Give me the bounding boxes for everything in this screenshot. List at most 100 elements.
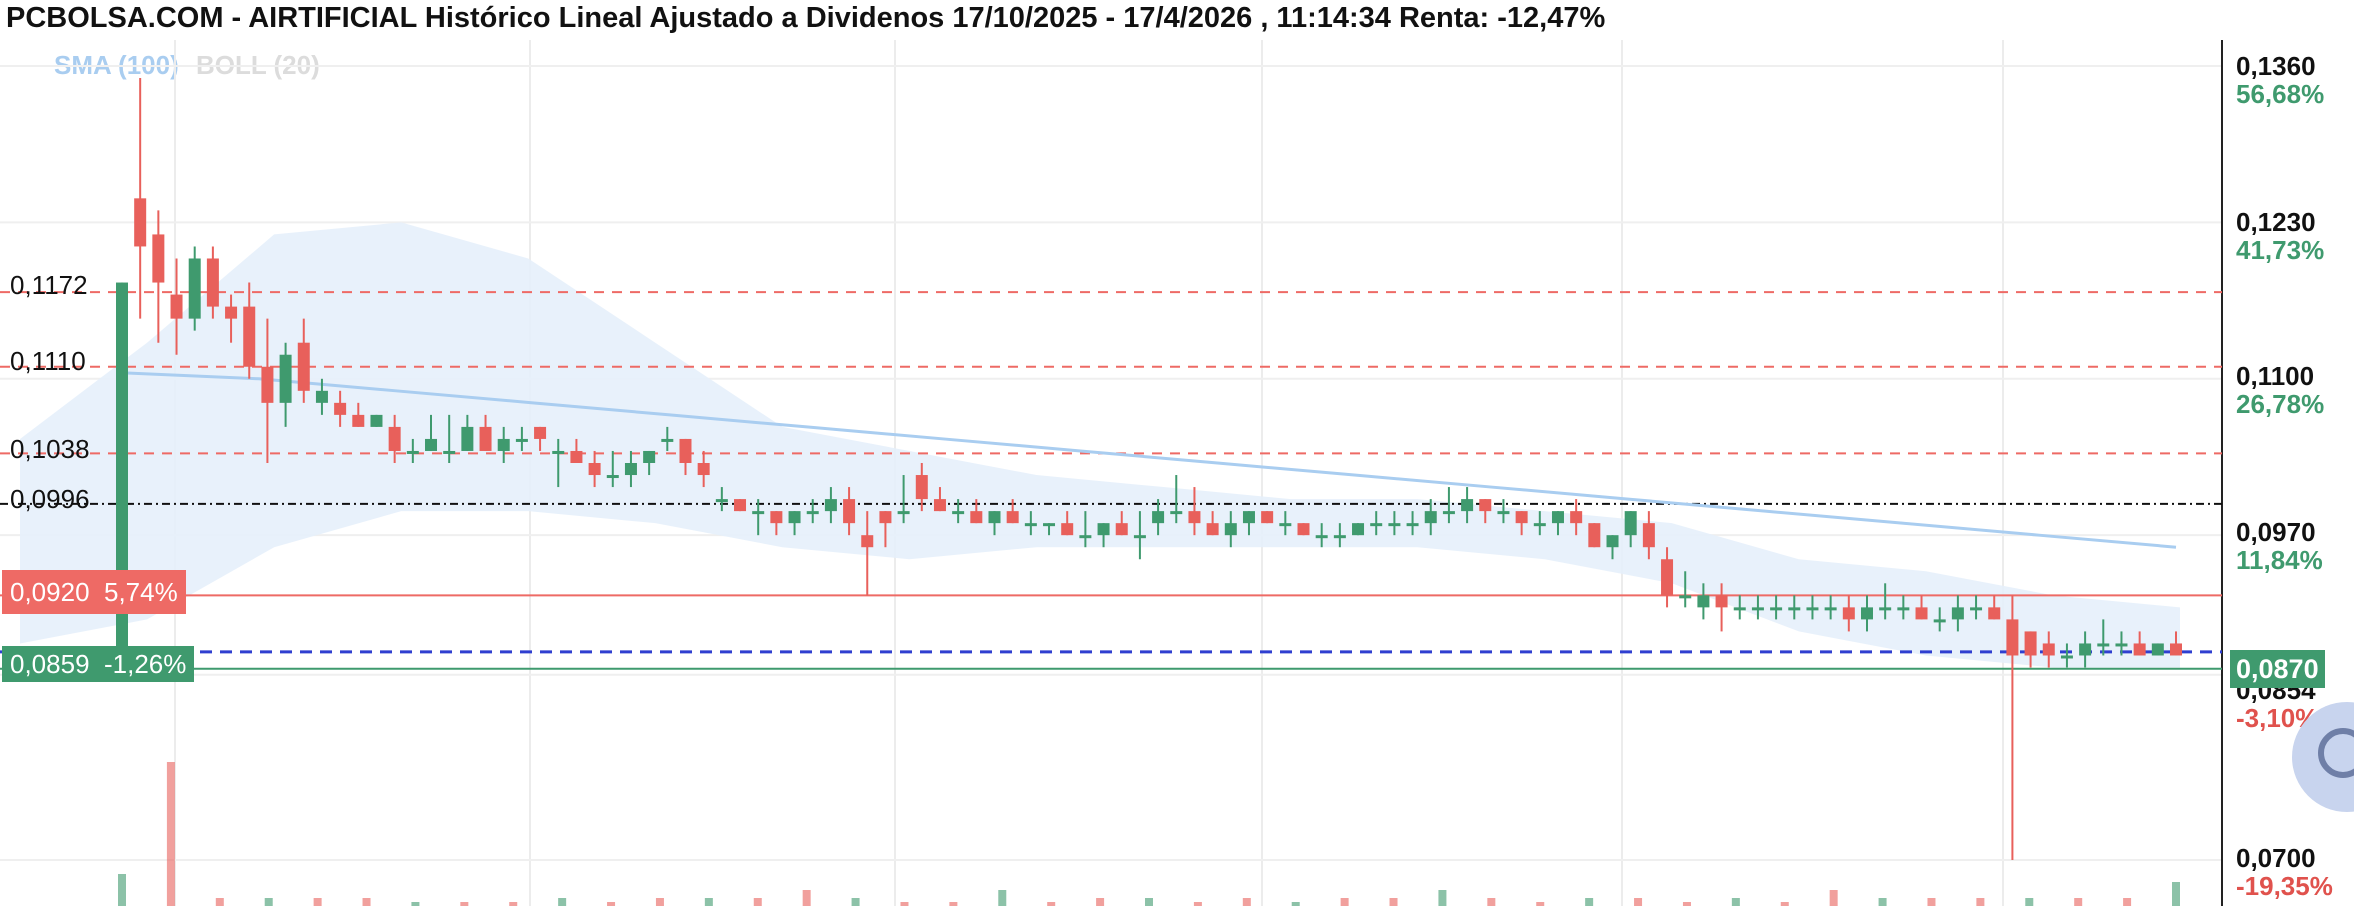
axis-price-1: 0,1230 (2236, 207, 2316, 237)
candle-body-71 (1406, 523, 1419, 527)
candle-body-62 (1242, 511, 1255, 524)
red-price: 0,0920 (10, 577, 90, 607)
candle-body-51 (1043, 523, 1056, 527)
candle-body-5 (206, 258, 219, 307)
axis-price-2: 0,1100 (2236, 361, 2315, 391)
candle-body-19 (461, 426, 474, 451)
volume-bar-26 (1389, 898, 1398, 906)
green-price: 0,0859 (10, 649, 90, 679)
volume-bar-33 (1731, 898, 1740, 906)
volume-bar-30 (1585, 898, 1594, 906)
volume-bar-34 (1780, 902, 1789, 906)
green-pct: -1,26% (103, 649, 187, 679)
volume-bar-19 (1047, 902, 1056, 906)
volume-bar-10 (607, 902, 616, 906)
volume-bar-6 (411, 902, 420, 906)
candle-body-77 (1515, 511, 1528, 524)
candle-body-68 (1352, 523, 1365, 536)
candle-body-58 (1170, 511, 1183, 515)
candle-body-12 (334, 402, 347, 415)
candle-body-8 (261, 366, 274, 403)
candle-body-0 (116, 282, 128, 656)
volume-bar-28 (1487, 898, 1496, 906)
level-label-3: 0,1038 (10, 434, 90, 464)
candle-body-48 (988, 511, 1001, 524)
candle-body-33 (715, 499, 728, 503)
candle-body-10 (297, 342, 310, 391)
candle-body-40 (843, 499, 856, 524)
candle-body-55 (1115, 523, 1128, 536)
level-label-2: 0,1110 (10, 346, 86, 376)
candle-body-26 (588, 463, 601, 476)
candle-body-95 (1842, 607, 1855, 620)
volume-bar-14 (802, 890, 811, 906)
volume-bar-40 (2074, 898, 2083, 906)
candle-body-4 (188, 258, 201, 319)
candle-body-78 (1533, 523, 1546, 527)
candle-body-99 (1915, 607, 1928, 620)
volume-bar-39 (2025, 898, 2034, 906)
volume-bar-24 (1291, 902, 1300, 906)
candle-body-96 (1860, 607, 1873, 620)
candle-body-109 (2097, 643, 2110, 647)
candle-body-44 (915, 475, 928, 500)
candle-body-13 (352, 414, 365, 427)
candle-body-101 (1951, 607, 1964, 620)
axis-pct-0: 56,68% (2236, 79, 2325, 109)
candle-body-112 (2151, 643, 2164, 656)
candle-body-85 (1661, 559, 1674, 596)
axis-pct-5: -19,35% (2236, 871, 2333, 901)
candle-body-110 (2115, 643, 2128, 647)
candle-body-46 (952, 511, 965, 515)
candle-body-89 (1733, 607, 1746, 611)
volume-bar-15 (851, 898, 860, 906)
candle-body-1 (134, 198, 147, 247)
candle-body-84 (1642, 523, 1655, 548)
candle-body-75 (1479, 499, 1492, 512)
candle-body-65 (1297, 523, 1310, 536)
candle-body-76 (1497, 511, 1510, 515)
candle-body-36 (770, 511, 783, 524)
candle-body-56 (1133, 535, 1146, 539)
red-pct: 5,74% (103, 577, 178, 607)
volume-bar-31 (1634, 898, 1643, 906)
volume-bar-23 (1242, 898, 1251, 906)
candle-body-74 (1461, 499, 1474, 512)
candle-body-50 (1024, 523, 1037, 527)
candle-body-28 (624, 463, 637, 476)
candle-body-87 (1697, 595, 1710, 608)
volume-bar-27 (1438, 890, 1447, 906)
candle-body-9 (279, 354, 292, 403)
candle-body-22 (515, 438, 528, 442)
candle-body-113 (2170, 643, 2182, 656)
current-price-box: 0,0870 (2230, 650, 2325, 688)
candle-body-52 (1061, 523, 1074, 536)
candle-body-17 (425, 438, 438, 451)
axis-pct-2: 26,78% (2236, 389, 2325, 419)
candle-body-107 (2060, 655, 2073, 659)
axis-pct-3: 11,84% (2236, 545, 2323, 575)
axis-price-0: 0,1360 (2236, 51, 2316, 81)
bollinger-band (20, 222, 2180, 668)
candle-body-79 (1551, 511, 1564, 524)
candle-body-14 (370, 414, 383, 427)
axis-price-3: 0,0970 (2236, 517, 2316, 547)
volume-bar-0 (118, 874, 126, 906)
axis-price-5: 0,0700 (2236, 843, 2316, 873)
volume-bar-11 (655, 898, 664, 906)
axis-pct-1: 41,73% (2236, 235, 2325, 265)
volume-bar-22 (1193, 902, 1202, 906)
candle-body-6 (225, 306, 238, 319)
candle-body-63 (1261, 511, 1274, 524)
candle-body-88 (1715, 595, 1728, 608)
volume-bar-4 (313, 898, 322, 906)
candle-body-20 (479, 426, 492, 451)
candle-body-70 (1388, 523, 1401, 527)
candle-body-106 (2042, 643, 2055, 656)
candle-body-27 (606, 475, 619, 479)
volume-bar-38 (1976, 898, 1985, 906)
volume-bar-16 (900, 902, 909, 906)
candle-body-90 (1751, 607, 1764, 611)
volume-bar-5 (362, 898, 371, 906)
